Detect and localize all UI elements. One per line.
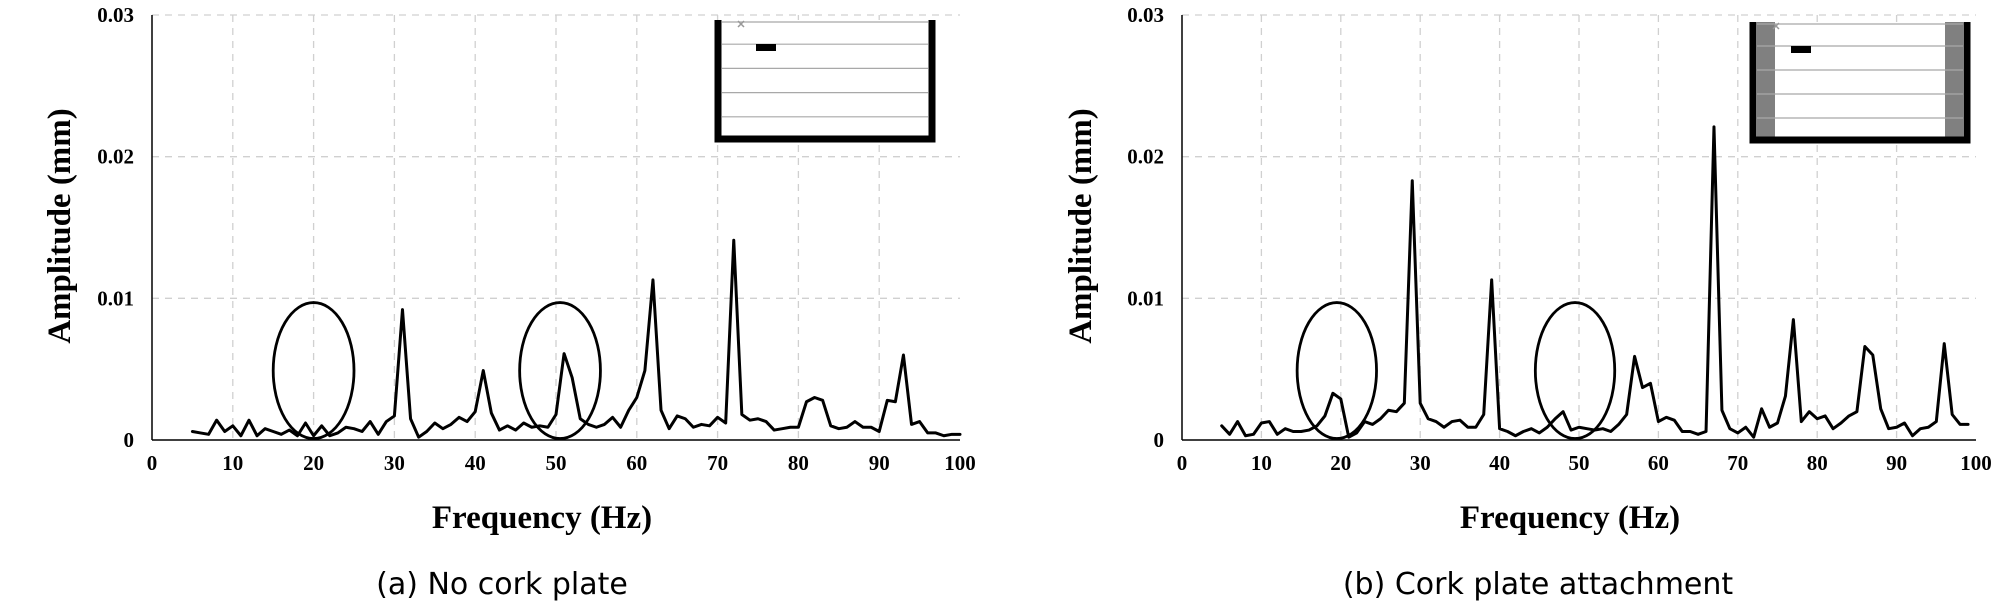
series-layer	[190, 238, 962, 439]
y-tick-label: 0.01	[97, 286, 134, 310]
y-tick-label: 0	[1154, 428, 1165, 452]
y-tick-label: 0.01	[1127, 286, 1164, 310]
x-axis-title: Frequency (Hz)	[432, 500, 652, 536]
marker-x-icon	[737, 20, 745, 28]
x-tick-label: 10	[1251, 451, 1272, 475]
x-tick-label: 100	[944, 451, 976, 475]
y-tick-label: 0.03	[97, 3, 134, 27]
x-tick-label: 20	[1330, 451, 1351, 475]
axes-layer	[1181, 15, 1976, 441]
x-tick-label: 70	[707, 451, 728, 475]
x-tick-label: 90	[869, 451, 890, 475]
inset-background	[1749, 22, 1971, 142]
x-tick-label: 50	[546, 451, 567, 475]
axes-layer	[151, 15, 960, 441]
grid-layer	[152, 14, 960, 440]
highlight-ellipse	[1295, 301, 1378, 440]
y-axis-title: Amplitude (mm)	[42, 108, 78, 344]
panel-caption: (b) Cork plate attachment	[1343, 567, 1734, 602]
x-tick-label: 0	[1177, 451, 1188, 475]
x-tick-label: 20	[303, 451, 324, 475]
x-tick-label: 80	[1807, 451, 1828, 475]
y-tick-label: 0.02	[97, 145, 134, 169]
x-tick-label: 40	[465, 451, 486, 475]
inset-background	[714, 20, 936, 141]
inset-tank-diagram	[714, 20, 936, 143]
x-tick-label: 0	[147, 451, 158, 475]
cork-plate-right	[1945, 22, 1963, 138]
sensor-block	[756, 44, 776, 51]
y-tick-label: 0.02	[1127, 145, 1164, 169]
x-tick-label: 90	[1886, 451, 1907, 475]
x-tick-label: 70	[1727, 451, 1748, 475]
series-line	[1220, 125, 1970, 439]
highlight-ellipse	[518, 301, 602, 440]
grid-layer	[1182, 14, 1976, 440]
marker-x-icon	[1772, 22, 1780, 30]
annotations-layer	[1295, 301, 1617, 440]
annotations-layer	[271, 301, 602, 440]
cork-plate-left	[1757, 22, 1775, 138]
x-tick-label: 30	[1410, 451, 1431, 475]
x-axis-title: Frequency (Hz)	[1460, 500, 1680, 536]
x-tick-label: 50	[1569, 451, 1590, 475]
chart-panel-a: 0 10 20 30 40 50 60 70 80 90 100 0 0.01 0.02 0.03 Freq…	[42, 3, 976, 602]
chart-panel-b: 0 10 20 30 40 50 60 70 80 90 100 0 0.01 0.02 0.03 Freq…	[1063, 3, 1992, 602]
x-tick-label: 100	[1960, 451, 1992, 475]
panel-caption: (a) No cork plate	[376, 567, 628, 602]
x-tick-label: 10	[222, 451, 243, 475]
inset-tank-diagram	[1749, 22, 1971, 144]
x-tick-label: 60	[1648, 451, 1669, 475]
y-tick-label: 0	[124, 428, 135, 452]
series-line	[190, 238, 962, 439]
series-layer	[1220, 125, 1970, 439]
x-tick-label: 30	[384, 451, 405, 475]
y-tick-label: 0.03	[1127, 3, 1164, 27]
y-axis-title: Amplitude (mm)	[1063, 108, 1099, 344]
sensor-block	[1791, 46, 1811, 53]
ticks-layer: 0 10 20 30 40 50 60 70 80 90 100 0 0.01 0.02 0.03	[97, 3, 976, 475]
x-tick-label: 60	[626, 451, 647, 475]
x-tick-label: 40	[1489, 451, 1510, 475]
highlight-ellipse	[271, 301, 356, 440]
x-tick-label: 80	[788, 451, 809, 475]
highlight-ellipse	[1533, 301, 1617, 440]
tank-outline	[1749, 22, 1971, 144]
ticks-layer: 0 10 20 30 40 50 60 70 80 90 100 0 0.01 0.02 0.03	[1127, 3, 1992, 475]
tank-outline	[714, 20, 936, 143]
